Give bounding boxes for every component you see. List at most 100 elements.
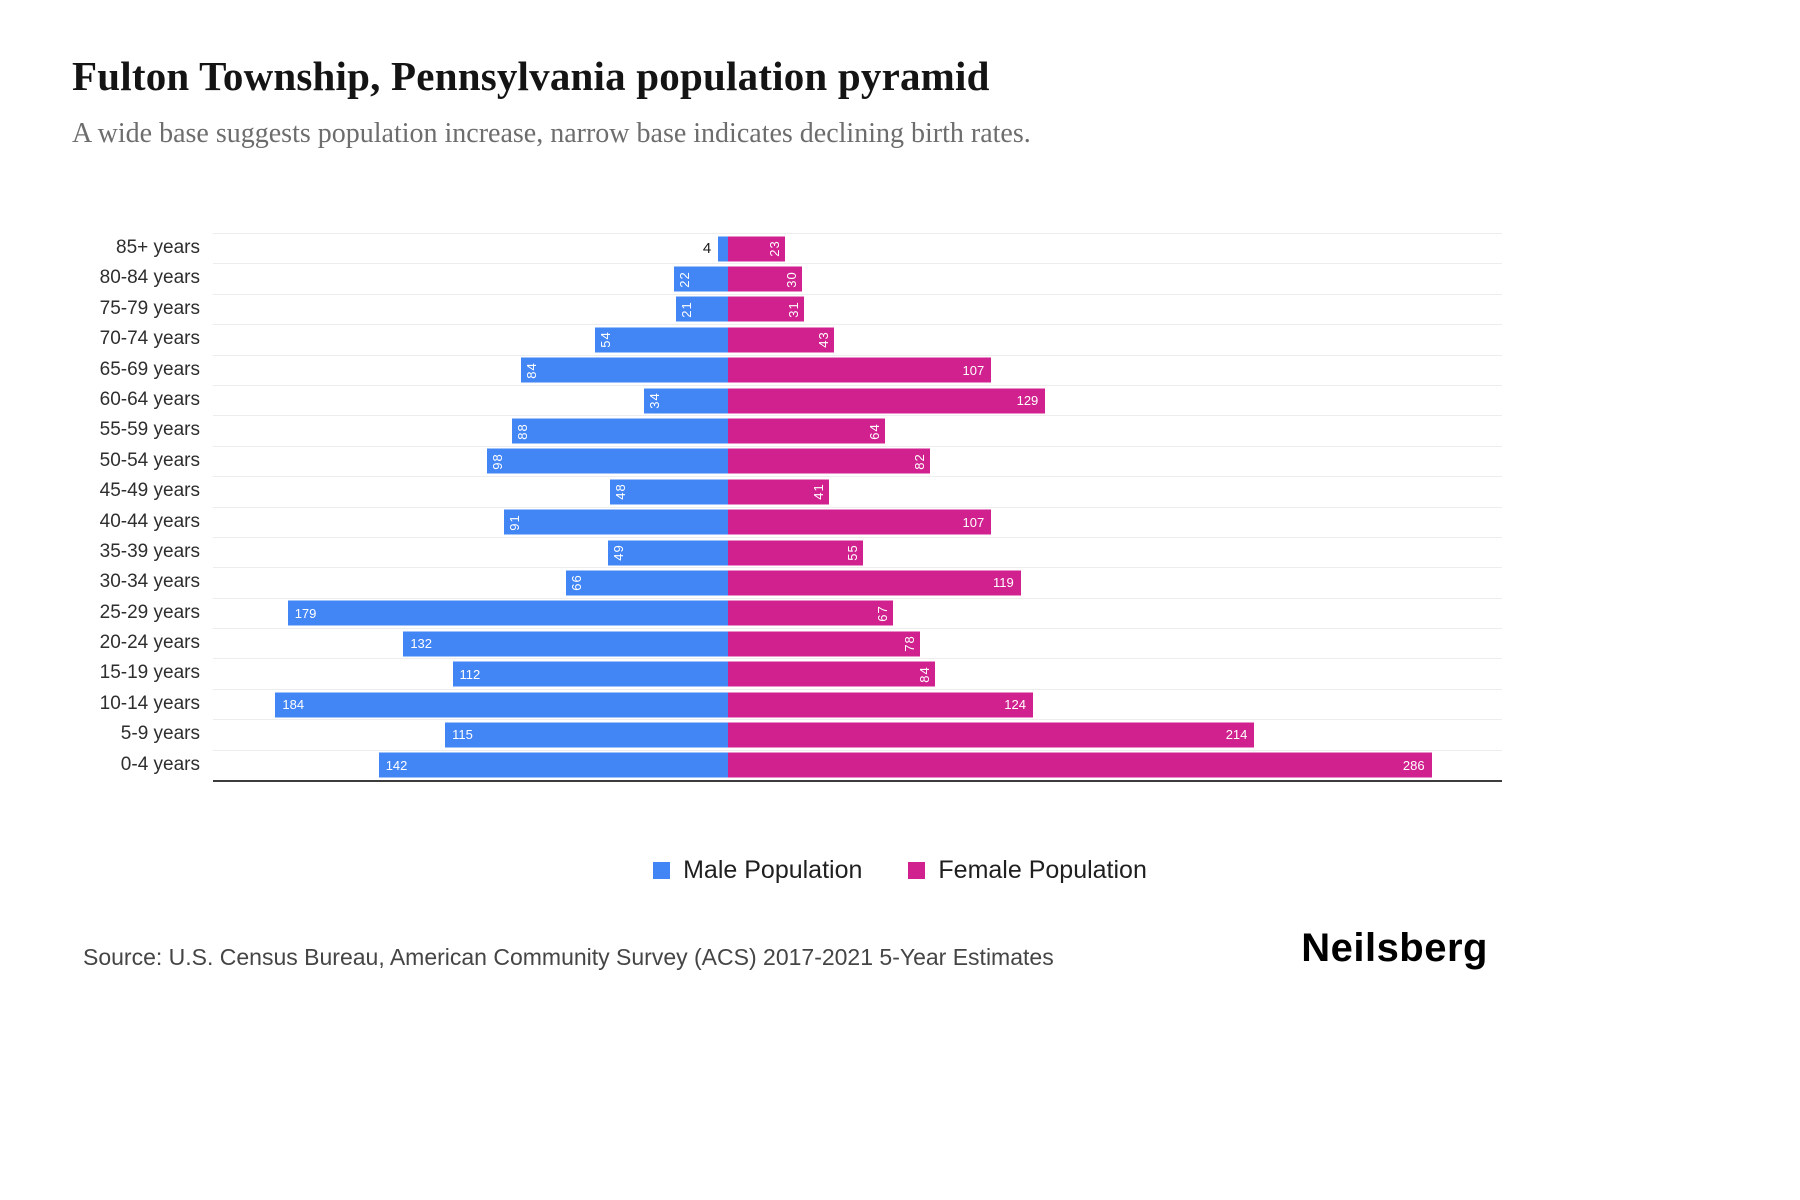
pyramid-row: 80-84 years 22 30: [70, 263, 1502, 293]
pyramid-rows: 85+ years 4 23 80-84 years 22 30 75-79 years 21…: [70, 233, 1502, 780]
male-value-label: 179: [294, 605, 317, 621]
plot-area: 21 31: [213, 293, 1502, 324]
pyramid-row: 10-14 years 184 124: [70, 688, 1502, 719]
male-area: 48: [213, 477, 728, 506]
pyramid-row: 5-9 years 115 214: [70, 719, 1502, 749]
male-bar: 112: [452, 661, 728, 687]
female-area: 67: [728, 599, 1502, 628]
male-value-label: 91: [507, 513, 523, 531]
male-value-label: 142: [385, 757, 408, 773]
age-axis-label: 45-49 years: [99, 480, 200, 502]
age-axis-label: 70-74 years: [99, 328, 200, 350]
male-bar: 21: [676, 296, 728, 322]
plot-area: 34 129: [213, 384, 1502, 415]
female-bar: 78: [728, 631, 920, 657]
x-axis-line: [213, 780, 1502, 783]
plot-area: 66 119: [213, 567, 1502, 597]
female-value-label: 43: [815, 331, 831, 349]
age-axis-label: 5-9 years: [120, 723, 200, 745]
male-area: 179: [213, 599, 728, 628]
male-area: 22: [213, 264, 728, 293]
brand-logo: Neilsberg: [1301, 926, 1488, 970]
pyramid-row: 15-19 years 112 84: [70, 658, 1502, 688]
male-value-label: 98: [489, 453, 505, 470]
male-value-label: 34: [647, 392, 663, 409]
male-area: 112: [213, 659, 728, 688]
female-bar: 107: [728, 357, 992, 383]
male-value-label: 184: [282, 697, 305, 713]
male-legend-label: Male Population: [683, 856, 863, 884]
source-attribution: Source: U.S. Census Bureau, American Com…: [83, 944, 1054, 970]
male-bar: 4: [703, 236, 728, 262]
male-bar: 49: [607, 540, 728, 566]
male-area: 115: [213, 720, 728, 749]
male-value-label: 4: [702, 240, 712, 258]
pyramid-row: 35-39 years 49 55: [70, 536, 1502, 567]
male-bar: 66: [565, 570, 728, 596]
male-bar: 132: [403, 631, 728, 657]
male-bar: 98: [486, 448, 728, 474]
female-legend-label: Female Population: [938, 856, 1147, 884]
pyramid-row: 50-54 years 98 82: [70, 445, 1502, 476]
female-area: 78: [728, 629, 1502, 658]
female-bar: 23: [728, 236, 785, 262]
age-axis-label: 35-39 years: [99, 540, 200, 562]
female-area: 64: [728, 416, 1502, 445]
male-bar: 115: [445, 722, 728, 748]
male-area: 21: [213, 295, 728, 324]
female-legend-swatch-icon: [908, 862, 926, 879]
male-bar: 84: [521, 357, 728, 383]
male-bar: 184: [275, 692, 728, 718]
female-bar: 286: [728, 752, 1432, 778]
age-axis-label: 30-34 years: [99, 571, 200, 593]
pyramid-row: 25-29 years 179 67: [70, 597, 1502, 628]
female-value-label: 55: [845, 544, 861, 561]
pyramid-row: 20-24 years 132 78: [70, 628, 1502, 658]
plot-area: 112 84: [213, 658, 1502, 688]
pyramid-row: 70-74 years 54 43: [70, 324, 1502, 354]
female-bar: 64: [728, 418, 886, 444]
plot-area: 115 214: [213, 719, 1502, 749]
legend: Male Population Female Population: [0, 856, 1800, 885]
female-area: 124: [728, 690, 1502, 719]
female-bar: 119: [728, 570, 1021, 596]
male-area: 34: [213, 386, 728, 415]
plot-area: 184 124: [213, 688, 1502, 719]
plot-area: 49 55: [213, 536, 1502, 567]
female-value-label: 84: [916, 665, 932, 683]
female-bar: 84: [728, 661, 935, 687]
female-bar: 67: [728, 600, 893, 626]
pyramid-row: 40-44 years 91 107: [70, 506, 1502, 537]
female-area: 43: [728, 325, 1502, 354]
plot-area: 22 30: [213, 263, 1502, 293]
male-bar: 54: [595, 327, 728, 353]
age-axis-label: 20-24 years: [99, 632, 200, 654]
female-value-label: 67: [874, 605, 890, 622]
male-bar: 91: [504, 509, 728, 535]
male-value-label: 66: [568, 574, 584, 592]
male-value-label: 49: [610, 544, 626, 561]
plot-area: 132 78: [213, 628, 1502, 658]
age-axis-label: 75-79 years: [99, 297, 200, 319]
male-bar: 48: [609, 479, 728, 505]
female-bar: 31: [728, 296, 805, 322]
male-value-label: 132: [410, 636, 433, 652]
plot-area: 54 43: [213, 324, 1502, 354]
female-area: 107: [728, 356, 1502, 385]
plot-area: 84 107: [213, 354, 1502, 385]
male-bar: 88: [511, 418, 728, 444]
age-axis-label: 40-44 years: [99, 510, 200, 532]
female-bar: 129: [728, 388, 1046, 414]
age-axis-label: 0-4 years: [120, 753, 200, 775]
male-value-label: 88: [514, 422, 530, 440]
pyramid-row: 75-79 years 21 31: [70, 293, 1502, 324]
pyramid-row: 60-64 years 34 129: [70, 384, 1502, 415]
pyramid-row: 30-34 years 66 119: [70, 567, 1502, 597]
female-area: 214: [728, 720, 1502, 749]
female-bar: 30: [728, 266, 802, 292]
male-bar: 179: [287, 600, 728, 626]
male-area: 142: [213, 751, 728, 780]
male-bar: 34: [644, 388, 728, 414]
male-value-label: 112: [459, 666, 481, 682]
